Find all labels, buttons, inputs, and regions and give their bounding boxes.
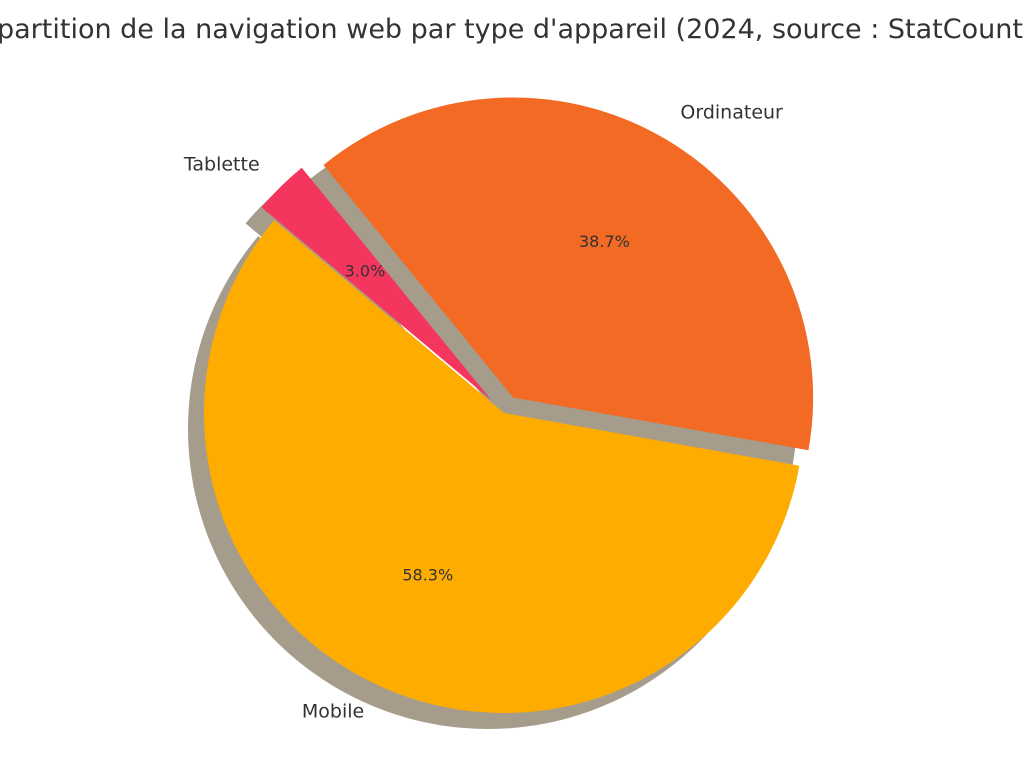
chart-title: Répartition de la navigation web par typ… — [0, 14, 1024, 45]
pct-label-mobile: 58.3% — [402, 566, 453, 585]
slice-label-ordinateur: Ordinateur — [680, 102, 783, 124]
pct-label-ordinateur: 38.7% — [579, 232, 630, 251]
slice-label-mobile: Mobile — [302, 700, 364, 722]
pie-slice-ordinateur — [323, 97, 814, 451]
slice-label-tablette: Tablette — [183, 154, 260, 176]
pie-label-layer: 58.3% Mobile 38.7% Ordinateur 3.0% Tablette — [183, 102, 783, 723]
pie-slice-layer — [204, 97, 814, 714]
pie-slice-tablette — [261, 167, 492, 401]
pct-label-tablette: 3.0% — [345, 262, 386, 281]
pie-slice-mobile — [204, 220, 800, 714]
